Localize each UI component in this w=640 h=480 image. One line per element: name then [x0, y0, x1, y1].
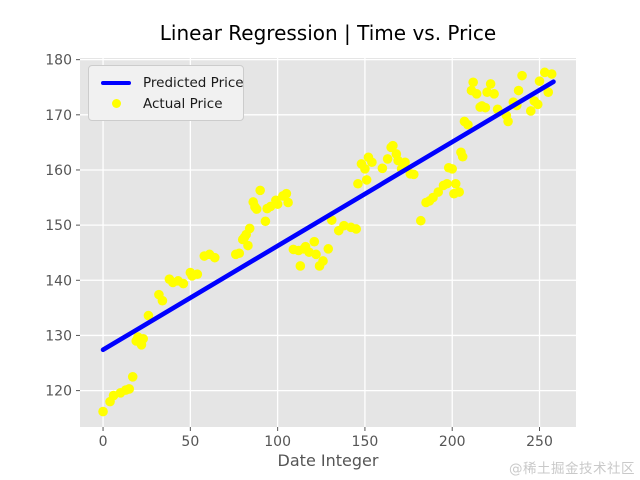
svg-text:180: 180 [45, 53, 72, 69]
svg-text:200: 200 [439, 434, 466, 450]
axis-ticks [76, 59, 541, 431]
legend-item-actual: Actual Price [97, 93, 235, 114]
gridlines [80, 58, 576, 427]
x-axis-label: Date Integer [277, 451, 379, 470]
chart-title: Linear Regression | Time vs. Price [159, 21, 497, 45]
predicted-price-line [100, 79, 556, 353]
svg-text:130: 130 [45, 328, 72, 344]
predicted-line-icon [97, 80, 135, 85]
svg-text:160: 160 [45, 163, 72, 179]
svg-text:50: 50 [181, 434, 199, 450]
actual-dot-icon [97, 99, 135, 108]
svg-text:250: 250 [526, 434, 553, 450]
legend: Predicted Price Actual Price [88, 65, 244, 121]
svg-text:150: 150 [45, 218, 72, 234]
svg-text:170: 170 [45, 108, 72, 124]
svg-text:140: 140 [45, 273, 72, 289]
svg-text:150: 150 [352, 434, 379, 450]
svg-text:0: 0 [99, 434, 108, 450]
watermark: @稀土掘金技术社区 [509, 461, 635, 477]
axis-tick-labels: 0 50 100 150 200 250 120 130 140 150 160 170 180 [45, 53, 553, 450]
svg-text:100: 100 [264, 434, 291, 450]
svg-text:120: 120 [45, 384, 72, 400]
legend-item-predicted: Predicted Price [97, 72, 244, 93]
legend-label-actual: Actual Price [143, 95, 223, 112]
legend-label-predicted: Predicted Price [143, 74, 244, 91]
